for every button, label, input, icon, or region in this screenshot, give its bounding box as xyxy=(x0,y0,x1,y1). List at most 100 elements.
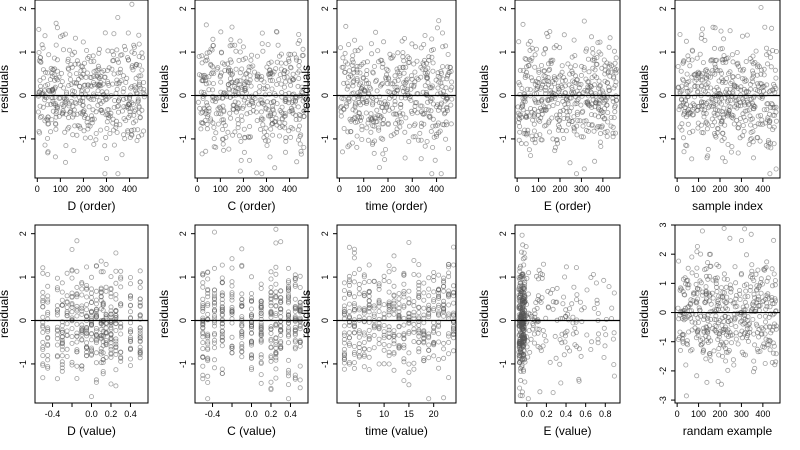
data-point xyxy=(64,89,70,95)
data-point xyxy=(356,353,362,359)
data-point xyxy=(219,60,225,66)
data-point xyxy=(731,121,737,127)
data-point xyxy=(202,78,208,84)
data-point xyxy=(429,54,435,60)
data-point xyxy=(351,95,357,101)
data-point xyxy=(416,346,422,352)
data-point xyxy=(296,112,302,118)
data-point xyxy=(297,141,303,147)
data-point xyxy=(103,329,109,335)
data-point xyxy=(68,77,74,83)
data-point xyxy=(521,130,527,136)
data-point xyxy=(761,72,767,78)
data-point xyxy=(205,346,211,352)
data-point xyxy=(610,134,616,140)
data-point xyxy=(111,31,117,37)
data-point xyxy=(270,106,276,112)
data-point xyxy=(90,53,96,59)
data-point xyxy=(421,297,427,303)
data-point xyxy=(295,70,301,76)
data-point xyxy=(583,48,589,54)
data-point xyxy=(391,367,397,373)
data-point xyxy=(103,261,109,267)
x-tick-label: 0 xyxy=(35,184,40,194)
data-point xyxy=(696,71,702,77)
data-point xyxy=(699,32,705,38)
data-point xyxy=(248,64,254,70)
data-point xyxy=(720,353,726,359)
y-tick-label: 3 xyxy=(658,222,668,227)
data-point xyxy=(518,105,524,111)
data-point xyxy=(114,47,120,53)
data-point xyxy=(219,275,225,281)
data-point xyxy=(381,361,387,367)
data-point xyxy=(292,308,298,314)
data-point xyxy=(363,101,369,107)
data-point xyxy=(219,337,225,343)
data-point xyxy=(40,339,46,345)
data-point xyxy=(426,347,432,353)
data-point xyxy=(382,99,388,105)
data-point xyxy=(431,299,437,305)
data-point xyxy=(532,340,538,346)
data-point xyxy=(708,316,714,322)
data-point xyxy=(768,104,774,110)
data-point xyxy=(749,75,755,81)
data-point xyxy=(748,231,754,237)
data-point xyxy=(580,134,586,140)
data-point xyxy=(235,125,241,131)
data-point xyxy=(103,112,109,118)
data-point xyxy=(607,35,613,41)
data-point xyxy=(746,141,752,147)
point-group xyxy=(515,18,619,177)
data-point xyxy=(531,114,537,120)
data-point xyxy=(351,246,357,252)
data-point xyxy=(679,127,685,133)
data-point xyxy=(59,297,65,303)
data-point xyxy=(248,295,254,301)
data-point xyxy=(59,327,65,333)
data-point xyxy=(211,357,217,363)
data-point xyxy=(612,66,618,72)
data-point xyxy=(406,314,412,320)
data-point xyxy=(296,123,302,129)
y-axis-label: residuals xyxy=(477,65,491,113)
data-point xyxy=(683,316,689,322)
data-point xyxy=(113,268,119,274)
data-point xyxy=(81,82,87,88)
data-point xyxy=(137,325,143,331)
data-point xyxy=(117,70,123,76)
data-point xyxy=(109,66,115,72)
data-point xyxy=(703,284,709,290)
data-point xyxy=(242,80,248,86)
data-point xyxy=(536,67,542,73)
data-point xyxy=(229,345,235,351)
data-point xyxy=(441,111,447,117)
data-point xyxy=(689,319,695,325)
data-point xyxy=(273,28,279,34)
data-point xyxy=(519,103,525,109)
data-point xyxy=(229,256,235,262)
data-point xyxy=(73,100,79,106)
data-point xyxy=(733,324,739,330)
data-point xyxy=(118,355,124,361)
data-point xyxy=(708,263,714,269)
data-point xyxy=(604,133,610,139)
data-point xyxy=(200,284,206,290)
data-point xyxy=(263,125,269,131)
y-tick-label: 0 xyxy=(658,310,668,315)
data-point xyxy=(342,50,348,56)
data-point xyxy=(701,329,707,335)
data-point xyxy=(519,357,525,363)
data-point xyxy=(219,343,225,349)
data-point xyxy=(138,73,144,79)
data-point xyxy=(237,49,243,55)
data-point xyxy=(770,48,776,54)
data-point xyxy=(598,110,604,116)
data-point xyxy=(120,73,126,79)
data-point xyxy=(45,70,51,76)
data-point xyxy=(557,108,563,114)
data-point xyxy=(344,61,350,67)
data-point xyxy=(349,140,355,146)
data-point xyxy=(88,59,94,65)
